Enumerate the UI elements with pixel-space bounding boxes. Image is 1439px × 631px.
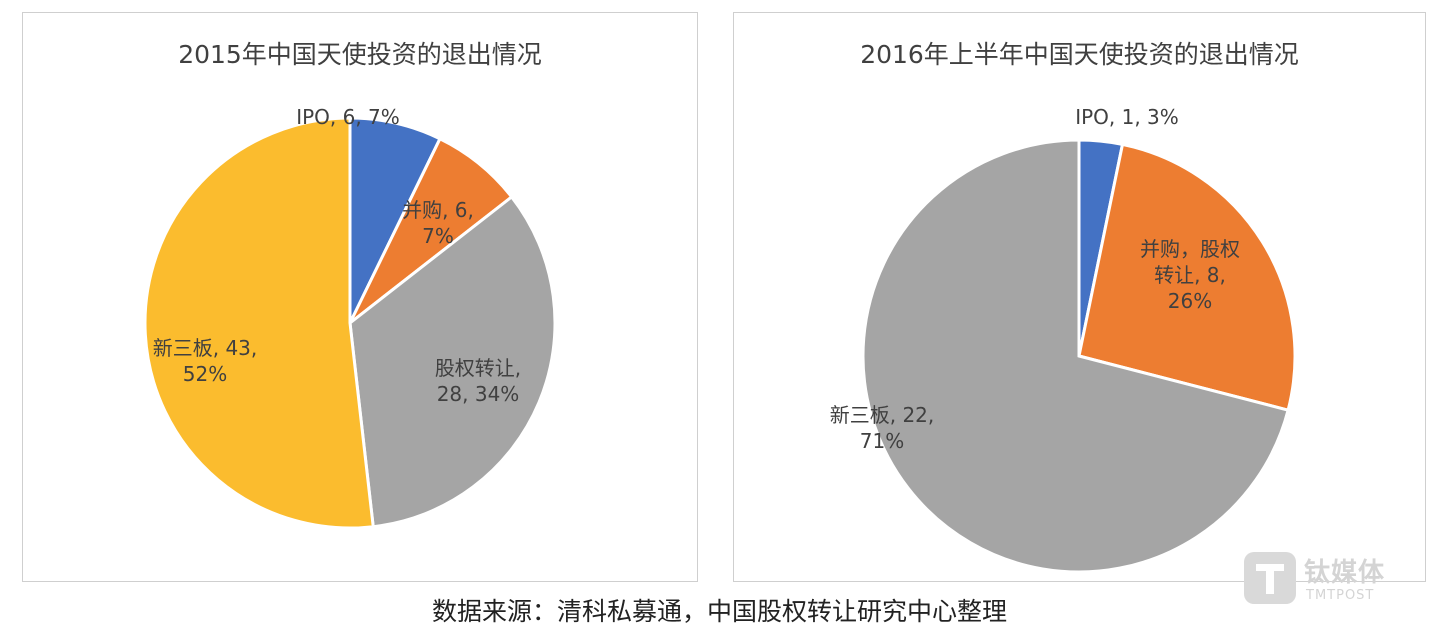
slice-data-label-1: 并购，股权转让, 8, 26%: [1140, 237, 1240, 313]
slice-data-label-0: IPO, 6, 7%: [296, 105, 400, 129]
chart-title: 2016年上半年中国天使投资的退出情况: [860, 40, 1299, 69]
chart-panel-2016h1: 2016年上半年中国天使投资的退出情况 IPO, 1, 3% 并购，股权转让, 8…: [733, 12, 1426, 582]
watermark-logo: 钛媒体 TMTPOST: [1244, 552, 1424, 608]
pie-slice-2: [861, 138, 1290, 574]
slice-data-label-2: 股权转让, 28, 34%: [435, 356, 521, 406]
logo-icon: [1244, 552, 1296, 604]
pie-slice-1: [1077, 142, 1297, 412]
logo-text-cn: 钛媒体: [1304, 558, 1386, 588]
slice-data-label-2: 新三板, 22, 71%: [830, 403, 935, 453]
pie-chart-2016h1: IPO, 1, 3% 并购，股权转让, 8, 26% 新三板, 22, 71%: [830, 105, 1297, 574]
chart-title: 2015年中国天使投资的退出情况: [178, 40, 542, 69]
source-note: 数据来源：清科私募通，中国股权转让研究中心整理: [431, 597, 1007, 626]
chart-panel-2015: 2015年中国天使投资的退出情况 IPO, 6, 7% 并购, 6, 7% 股权转让,…: [22, 12, 698, 582]
slice-data-label-0: IPO, 1, 3%: [1075, 105, 1179, 129]
pie-slice-3: [143, 116, 375, 530]
slice-data-label-3: 新三板, 43, 52%: [153, 336, 258, 386]
pie-chart-2015: IPO, 6, 7% 并购, 6, 7% 股权转让, 28, 34% 新三板, 43, 52…: [143, 105, 557, 530]
pie-slice-2: [348, 194, 557, 529]
slice-data-label-1: 并购, 6, 7%: [402, 198, 474, 248]
logo-text-en: TMTPOST: [1306, 588, 1375, 603]
